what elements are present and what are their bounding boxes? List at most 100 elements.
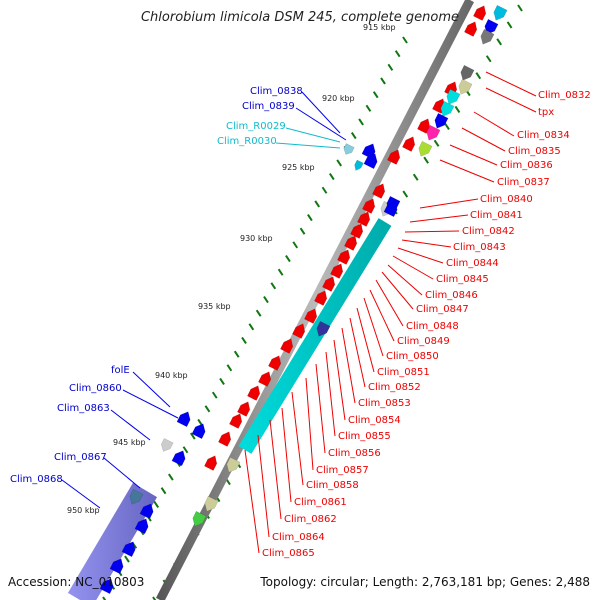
label-leader: [387, 264, 423, 296]
outer-tick: [204, 405, 211, 413]
reverse-gene: [176, 411, 191, 428]
kbp-tick-label: 925 kbp: [282, 163, 315, 172]
inner-tick: [496, 38, 502, 46]
forward-gene: [417, 118, 431, 134]
forward-gene: [357, 211, 371, 227]
outer-tick: [182, 446, 189, 454]
gene-label-reverse: folE: [111, 365, 130, 376]
outer-tick: [380, 77, 386, 85]
label-leader: [363, 297, 384, 357]
gene-label-forward: Clim_0855: [338, 431, 391, 442]
gene-label-forward: Clim_0853: [358, 398, 411, 409]
label-leader: [381, 271, 414, 310]
label-leader: [122, 389, 179, 419]
gene-label-reverse: Clim_0868: [10, 474, 63, 485]
kbp-tick-label: 950 kbp: [67, 506, 100, 515]
gene-label-forward: Clim_0865: [262, 548, 315, 559]
forward-gene: [473, 5, 487, 21]
reverse-gene: [434, 112, 449, 129]
kbp-tick-label: 930 kbp: [240, 234, 273, 243]
accession-text: Accession: NC_010803: [8, 575, 145, 589]
outer-tick: [211, 391, 218, 399]
gene-label-rna: Clim_R0029: [226, 121, 286, 132]
outer-tick: [241, 336, 247, 345]
gene-label-forward: Clim_0854: [348, 415, 401, 426]
forward-gene: [237, 401, 251, 417]
gene-label-forward: tpx: [538, 107, 554, 118]
gene-label-forward: Clim_0851: [377, 367, 430, 378]
outer-tick: [255, 309, 262, 317]
forward-gene: [247, 385, 261, 401]
gene-label-forward: Clim_0849: [397, 336, 450, 347]
forward-gene: [204, 455, 218, 471]
gene-label-forward: Clim_0850: [386, 351, 439, 362]
reverse-gene: [446, 88, 461, 105]
reverse-gene: [316, 320, 331, 337]
inner-tick: [506, 21, 513, 29]
rna-gene: [354, 159, 364, 171]
label-leader: [281, 407, 292, 503]
gene-label-forward: Clim_0862: [284, 514, 337, 525]
label-leader: [485, 87, 537, 113]
reverse-gene: [171, 450, 186, 467]
inner-tick: [517, 4, 523, 12]
label-leader: [473, 111, 515, 137]
reverse-gene: [460, 64, 475, 81]
outer-tick: [124, 555, 130, 563]
label-leader: [110, 409, 151, 441]
gene-label-reverse: Clim_0838: [250, 86, 303, 97]
inner-tick: [485, 55, 492, 63]
outer-tick: [168, 473, 174, 481]
label-leader: [401, 239, 452, 248]
rna-cluster-strip: [238, 218, 392, 454]
forward-gene: [337, 249, 351, 265]
inner-tick: [444, 122, 450, 130]
label-leader: [315, 363, 326, 454]
inner-tick: [412, 173, 419, 181]
forward-gene: [304, 308, 318, 324]
label-leader: [341, 327, 356, 404]
outer-tick: [336, 159, 342, 167]
label-leader: [285, 127, 341, 143]
gene-label-forward: Clim_0836: [500, 160, 553, 171]
forward-gene: [350, 223, 364, 239]
reverse-gene: [418, 140, 433, 157]
label-leader: [449, 144, 498, 166]
label-leader: [375, 279, 404, 327]
forward-gene: [464, 21, 478, 37]
reverse-gene: [121, 541, 136, 558]
reverse-gene: [426, 124, 441, 141]
inner-tick: [475, 72, 482, 80]
label-leader: [301, 91, 341, 134]
outer-tick: [102, 596, 107, 600]
forward-gene: [268, 355, 282, 371]
reverse-gene: [129, 488, 144, 505]
outer-tick: [160, 487, 167, 495]
label-leader: [485, 71, 537, 97]
outer-tick: [328, 173, 335, 181]
label-leader: [257, 434, 270, 538]
gene-label-forward: Clim_0834: [517, 130, 570, 141]
label-leaders: [61, 71, 537, 554]
reverse-gene: [192, 510, 207, 527]
forward-gene: [280, 338, 294, 354]
inner-tick: [152, 596, 157, 600]
gene-label-forward: Clim_0846: [425, 290, 478, 301]
gene-label-forward: Clim_0852: [368, 382, 421, 393]
forward-gene: [402, 136, 416, 152]
label-leader: [397, 247, 444, 264]
label-leader: [404, 230, 460, 233]
outer-tick: [219, 377, 225, 386]
gene-label-forward: Clim_0841: [470, 210, 523, 221]
outer-tick: [307, 214, 313, 222]
outer-tick: [270, 282, 277, 290]
outer-tick: [263, 295, 269, 304]
label-leader: [392, 255, 434, 280]
outer-tick: [248, 323, 255, 331]
gene-label-forward: Clim_0847: [416, 304, 469, 315]
gene-label-reverse: Clim_0860: [69, 383, 122, 394]
reverse-gene: [363, 153, 378, 170]
forward-gene: [344, 235, 358, 251]
